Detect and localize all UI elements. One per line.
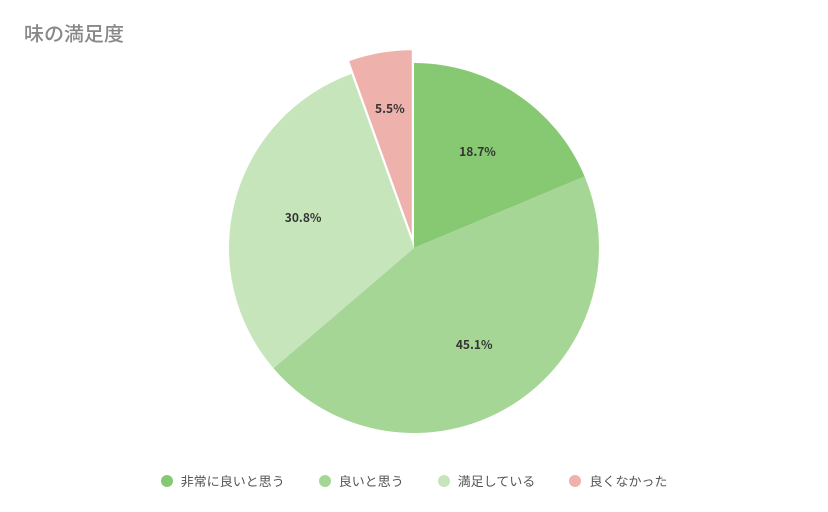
legend-item: 良いと思う: [319, 471, 404, 490]
chart-title: 味の満足度: [24, 18, 124, 47]
legend-label: 良いと思う: [339, 471, 404, 490]
legend-item: 非常に良いと思う: [161, 471, 285, 490]
legend-swatch: [569, 475, 581, 487]
legend-swatch: [438, 475, 450, 487]
legend-label: 満足している: [458, 471, 536, 490]
legend-item: 良くなかった: [569, 471, 667, 490]
legend-swatch: [319, 475, 331, 487]
legend-label: 良くなかった: [589, 471, 667, 490]
slice-value-label: 45.1%: [456, 336, 493, 353]
chart-legend: 非常に良いと思う 良いと思う 満足している 良くなかった: [0, 471, 828, 490]
pie-chart: 18.7% 45.1% 30.8% 5.5%: [0, 48, 828, 448]
legend-item: 満足している: [438, 471, 536, 490]
slice-value-label: 30.8%: [285, 209, 322, 226]
slice-value-label: 18.7%: [459, 143, 496, 160]
legend-label: 非常に良いと思う: [181, 471, 285, 490]
slice-value-label: 5.5%: [375, 100, 405, 117]
legend-swatch: [161, 475, 173, 487]
